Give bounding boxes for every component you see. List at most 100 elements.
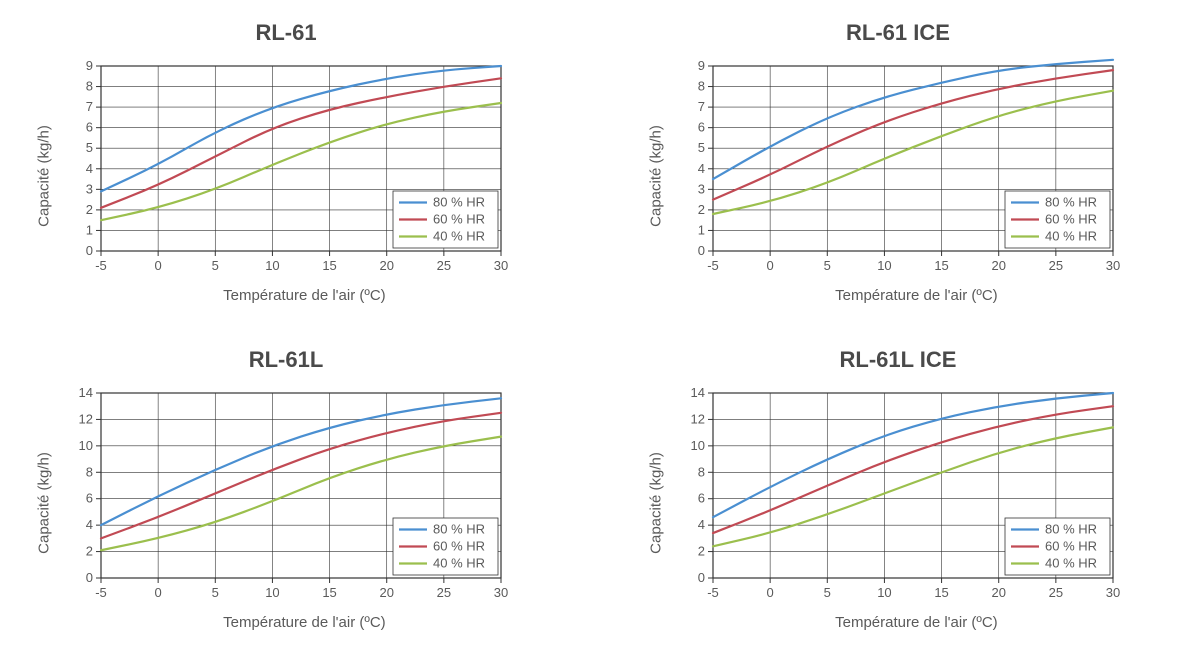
y-tick-label: 1 [698, 222, 705, 237]
x-tick-label: 25 [1049, 258, 1063, 273]
chart-svg: -50510152025300246810121480 % HR60 % HR4… [668, 383, 1128, 623]
y-tick-label: 9 [86, 58, 93, 73]
y-tick-label: 4 [698, 517, 705, 532]
x-tick-label: 30 [494, 585, 508, 600]
legend-label: 40 % HR [1045, 555, 1097, 570]
x-tick-label: -5 [707, 258, 719, 273]
x-tick-label: 30 [494, 258, 508, 273]
chart-canvas: Capacité (kg/h)Température de l'air (ºC)… [56, 56, 516, 296]
x-tick-label: 15 [322, 258, 336, 273]
x-tick-label: 15 [322, 585, 336, 600]
y-tick-label: 2 [86, 543, 93, 558]
y-axis-label: Capacité (kg/h) [648, 125, 665, 227]
chart-rl61l: RL-61LCapacité (kg/h)Température de l'ai… [20, 347, 552, 634]
x-tick-label: 10 [265, 258, 279, 273]
x-tick-label: 30 [1106, 258, 1120, 273]
y-tick-label: 4 [86, 517, 93, 532]
x-tick-label: 0 [155, 258, 162, 273]
x-axis-label: Température de l'air (ºC) [835, 287, 998, 304]
chart-svg: -5051015202530012345678980 % HR60 % HR40… [56, 56, 516, 296]
y-tick-label: 12 [79, 411, 93, 426]
y-tick-label: 8 [698, 79, 705, 94]
x-tick-label: 30 [1106, 585, 1120, 600]
x-axis-label: Température de l'air (ºC) [835, 614, 998, 631]
chart-canvas: Capacité (kg/h)Température de l'air (ºC)… [668, 56, 1128, 296]
x-tick-label: 10 [877, 585, 891, 600]
chart-canvas: Capacité (kg/h)Température de l'air (ºC)… [56, 383, 516, 623]
y-tick-label: 10 [79, 437, 93, 452]
y-tick-label: 10 [691, 437, 705, 452]
legend-label: 40 % HR [1045, 229, 1097, 244]
legend-label: 80 % HR [433, 521, 485, 536]
x-tick-label: 20 [379, 258, 393, 273]
x-tick-label: -5 [95, 585, 107, 600]
y-tick-label: 6 [86, 490, 93, 505]
y-tick-label: 4 [698, 161, 705, 176]
y-tick-label: 1 [86, 222, 93, 237]
chart-rl61: RL-61Capacité (kg/h)Température de l'air… [20, 20, 552, 307]
y-tick-label: 3 [698, 181, 705, 196]
y-tick-label: 5 [698, 140, 705, 155]
x-axis-label: Température de l'air (ºC) [223, 287, 386, 304]
chart-canvas: Capacité (kg/h)Température de l'air (ºC)… [668, 383, 1128, 623]
legend-label: 60 % HR [433, 212, 485, 227]
x-tick-label: 5 [212, 258, 219, 273]
x-tick-label: 10 [265, 585, 279, 600]
y-tick-label: 2 [698, 543, 705, 558]
x-tick-label: 25 [437, 258, 451, 273]
x-tick-label: 0 [767, 258, 774, 273]
chart-title: RL-61L [249, 347, 324, 373]
x-tick-label: 5 [824, 585, 831, 600]
x-tick-label: 20 [991, 585, 1005, 600]
legend-label: 80 % HR [1045, 521, 1097, 536]
x-tick-label: 10 [877, 258, 891, 273]
y-tick-label: 6 [86, 120, 93, 135]
legend-label: 40 % HR [433, 555, 485, 570]
y-tick-label: 0 [698, 243, 705, 258]
y-tick-label: 14 [79, 385, 93, 400]
y-tick-label: 12 [691, 411, 705, 426]
y-tick-label: 8 [86, 79, 93, 94]
charts-grid: RL-61Capacité (kg/h)Température de l'air… [20, 20, 1164, 633]
y-tick-label: 8 [698, 464, 705, 479]
y-axis-label: Capacité (kg/h) [648, 452, 665, 554]
chart-svg: -50510152025300246810121480 % HR60 % HR4… [56, 383, 516, 623]
x-axis-label: Température de l'air (ºC) [223, 614, 386, 631]
y-tick-label: 3 [86, 181, 93, 196]
x-tick-label: 25 [437, 585, 451, 600]
chart-rl61lice: RL-61L ICECapacité (kg/h)Température de … [632, 347, 1164, 634]
x-tick-label: 5 [824, 258, 831, 273]
y-tick-label: 14 [691, 385, 705, 400]
y-tick-label: 9 [698, 58, 705, 73]
y-tick-label: 2 [86, 202, 93, 217]
y-axis-label: Capacité (kg/h) [36, 125, 53, 227]
x-tick-label: 5 [212, 585, 219, 600]
legend-label: 60 % HR [1045, 212, 1097, 227]
y-axis-label: Capacité (kg/h) [36, 452, 53, 554]
chart-rl61ice: RL-61 ICECapacité (kg/h)Température de l… [632, 20, 1164, 307]
y-tick-label: 0 [86, 243, 93, 258]
x-tick-label: -5 [707, 585, 719, 600]
x-tick-label: 25 [1049, 585, 1063, 600]
legend-label: 40 % HR [433, 229, 485, 244]
x-tick-label: 15 [934, 585, 948, 600]
y-tick-label: 7 [698, 99, 705, 114]
y-tick-label: 2 [698, 202, 705, 217]
x-tick-label: 20 [991, 258, 1005, 273]
y-tick-label: 0 [698, 570, 705, 585]
y-tick-label: 0 [86, 570, 93, 585]
y-tick-label: 6 [698, 490, 705, 505]
chart-title: RL-61L ICE [840, 347, 957, 373]
y-tick-label: 5 [86, 140, 93, 155]
legend-label: 80 % HR [1045, 195, 1097, 210]
x-tick-label: 20 [379, 585, 393, 600]
legend-label: 60 % HR [1045, 538, 1097, 553]
chart-title: RL-61 ICE [846, 20, 950, 46]
chart-svg: -5051015202530012345678980 % HR60 % HR40… [668, 56, 1128, 296]
y-tick-label: 8 [86, 464, 93, 479]
legend-label: 60 % HR [433, 538, 485, 553]
y-tick-label: 4 [86, 161, 93, 176]
y-tick-label: 7 [86, 99, 93, 114]
y-tick-label: 6 [698, 120, 705, 135]
x-tick-label: 0 [155, 585, 162, 600]
